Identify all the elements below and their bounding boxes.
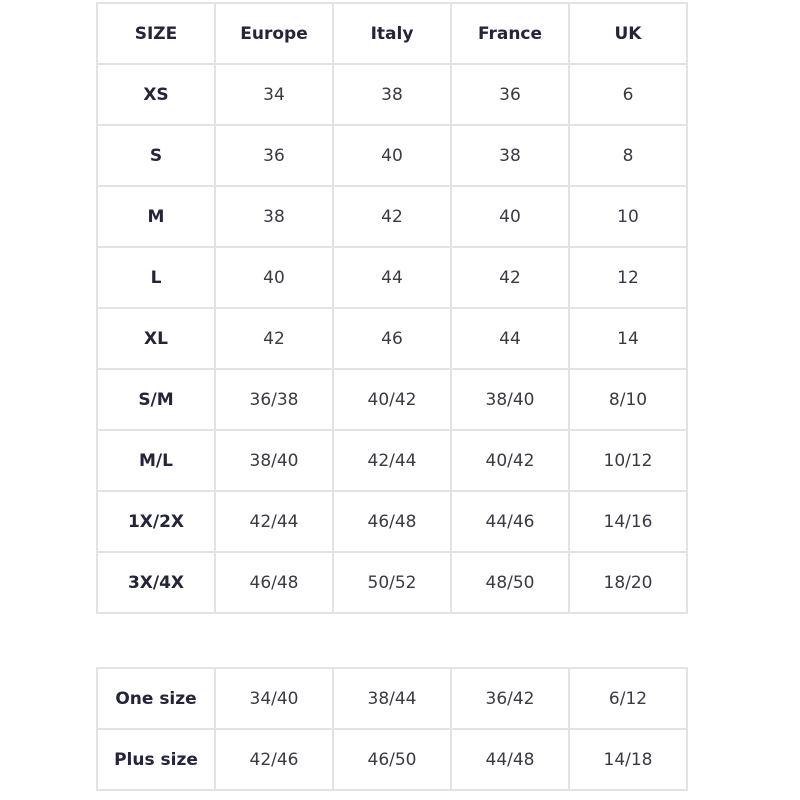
- size-value-cell: 46/48: [214, 551, 334, 614]
- size-value-cell: France: [450, 2, 570, 65]
- size-value-cell: 44: [450, 307, 570, 370]
- size-value-cell: 44/46: [450, 490, 570, 553]
- size-value-cell: 46/50: [332, 728, 452, 791]
- size-value-cell: 12: [568, 246, 688, 309]
- size-value-cell: 46: [332, 307, 452, 370]
- size-value-cell: 40: [450, 185, 570, 248]
- size-value-cell: 18/20: [568, 551, 688, 614]
- table-row: M 38 42 40 10: [96, 185, 688, 248]
- size-label-cell: XS: [96, 63, 216, 126]
- size-value-cell: 34/40: [214, 667, 334, 730]
- table-row: S/M 36/38 40/42 38/40 8/10: [96, 368, 688, 431]
- size-value-cell: 38: [332, 63, 452, 126]
- size-value-cell: 34: [214, 63, 334, 126]
- size-value-cell: 14: [568, 307, 688, 370]
- size-value-cell: 40: [214, 246, 334, 309]
- table-row: One size 34/40 38/44 36/42 6/12: [96, 667, 688, 730]
- size-label-cell: 1X/2X: [96, 490, 216, 553]
- size-label-cell: Plus size: [96, 728, 216, 791]
- size-label-cell: SIZE: [96, 2, 216, 65]
- size-value-cell: 38/40: [214, 429, 334, 492]
- size-value-cell: 40/42: [332, 368, 452, 431]
- size-value-cell: 36: [214, 124, 334, 187]
- size-label-cell: One size: [96, 667, 216, 730]
- size-label-cell: L: [96, 246, 216, 309]
- size-value-cell: 48/50: [450, 551, 570, 614]
- size-value-cell: 10/12: [568, 429, 688, 492]
- size-value-cell: 6/12: [568, 667, 688, 730]
- size-value-cell: 42/46: [214, 728, 334, 791]
- size-value-cell: 8/10: [568, 368, 688, 431]
- size-label-cell: 3X/4X: [96, 551, 216, 614]
- size-value-cell: 42/44: [214, 490, 334, 553]
- size-value-cell: 6: [568, 63, 688, 126]
- size-label-cell: S/M: [96, 368, 216, 431]
- size-value-cell: 50/52: [332, 551, 452, 614]
- size-value-cell: 38/40: [450, 368, 570, 431]
- size-value-cell: 44/48: [450, 728, 570, 791]
- size-value-cell: 46/48: [332, 490, 452, 553]
- table-row: 1X/2X 42/44 46/48 44/46 14/16: [96, 490, 688, 553]
- table-header-row: SIZE Europe Italy France UK: [96, 2, 688, 65]
- special-size-table: One size 34/40 38/44 36/42 6/12 Plus size 42/4…: [96, 667, 688, 791]
- size-value-cell: 40/42: [450, 429, 570, 492]
- size-value-cell: 14/18: [568, 728, 688, 791]
- size-value-cell: 38: [450, 124, 570, 187]
- size-label-cell: S: [96, 124, 216, 187]
- size-value-cell: Europe: [214, 2, 334, 65]
- size-label-cell: M/L: [96, 429, 216, 492]
- size-label-cell: M: [96, 185, 216, 248]
- size-value-cell: 36/42: [450, 667, 570, 730]
- size-value-cell: UK: [568, 2, 688, 65]
- size-value-cell: 42/44: [332, 429, 452, 492]
- size-conversion-table: SIZE Europe Italy France UK XS 34 38 36 6 S 36 40 38 8…: [96, 2, 688, 614]
- size-value-cell: 36: [450, 63, 570, 126]
- table-row: 3X/4X 46/48 50/52 48/50 18/20: [96, 551, 688, 614]
- size-value-cell: 38/44: [332, 667, 452, 730]
- table-row: S 36 40 38 8: [96, 124, 688, 187]
- table-row: L 40 44 42 12: [96, 246, 688, 309]
- size-value-cell: 38: [214, 185, 334, 248]
- size-value-cell: 14/16: [568, 490, 688, 553]
- size-value-cell: Italy: [332, 2, 452, 65]
- size-value-cell: 44: [332, 246, 452, 309]
- size-label-cell: XL: [96, 307, 216, 370]
- size-value-cell: 42: [214, 307, 334, 370]
- size-value-cell: 8: [568, 124, 688, 187]
- size-value-cell: 36/38: [214, 368, 334, 431]
- size-value-cell: 10: [568, 185, 688, 248]
- size-value-cell: 42: [332, 185, 452, 248]
- size-value-cell: 40: [332, 124, 452, 187]
- table-row: Plus size 42/46 46/50 44/48 14/18: [96, 728, 688, 791]
- size-value-cell: 42: [450, 246, 570, 309]
- table-row: XS 34 38 36 6: [96, 63, 688, 126]
- table-row: XL 42 46 44 14: [96, 307, 688, 370]
- table-row: M/L 38/40 42/44 40/42 10/12: [96, 429, 688, 492]
